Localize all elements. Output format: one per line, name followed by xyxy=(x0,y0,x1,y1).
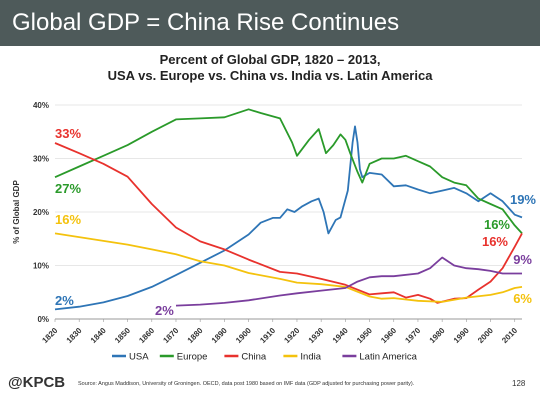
x-tick-label: 1890 xyxy=(210,326,229,345)
usa-start-label: 2% xyxy=(55,293,74,308)
x-tick-label: 1920 xyxy=(282,326,301,345)
x-tick-label: 1910 xyxy=(258,326,277,345)
x-tick-label: 1850 xyxy=(113,326,132,345)
legend-label: Latin America xyxy=(359,352,417,363)
latam-start-label: 2% xyxy=(155,303,174,318)
x-tick-label: 1860 xyxy=(137,326,156,345)
x-tick-label: 2000 xyxy=(476,326,495,345)
slide-title: Global GDP = China Rise Continues xyxy=(12,9,400,36)
latam-end-label: 9% xyxy=(513,252,532,267)
y-tick-label: 0% xyxy=(37,315,49,324)
series-line-latin-america xyxy=(175,256,522,307)
china-end-label: 16% xyxy=(482,234,508,249)
chart-subtitle: USA vs. Europe vs. China vs. India vs. L… xyxy=(107,68,433,83)
kpcb-logo: @KPCB xyxy=(8,374,66,391)
chart-title: Percent of Global GDP, 1820 – 2013, xyxy=(159,52,381,67)
x-tick-label: 1970 xyxy=(403,326,422,345)
x-tick-label: 1990 xyxy=(452,326,471,345)
page-number: 128 xyxy=(512,379,526,388)
x-tick-label: 1940 xyxy=(331,326,350,345)
y-axis-label: % of Global GDP xyxy=(12,180,21,244)
y-tick-label: 10% xyxy=(33,262,49,271)
x-tick-label: 1830 xyxy=(65,326,84,345)
china-start-label: 33% xyxy=(55,126,81,141)
x-tick-label: 1900 xyxy=(234,326,253,345)
chart-title-block: Percent of Global GDP, 1820 – 2013, USA … xyxy=(0,52,540,84)
source-note: Source: Angus Maddison, University of Gr… xyxy=(78,381,415,387)
europe-end-label: 16% xyxy=(484,217,510,232)
legend-label: USA xyxy=(129,352,149,363)
europe-start-label: 27% xyxy=(55,181,81,196)
slide-header: Global GDP = China Rise Continues xyxy=(0,0,540,46)
x-tick-label: 1840 xyxy=(89,326,108,345)
series-line-china xyxy=(54,142,523,304)
series-line-usa xyxy=(54,125,523,311)
legend-label: China xyxy=(241,352,267,363)
x-tick-label: 1960 xyxy=(379,326,398,345)
usa-end-label: 19% xyxy=(510,192,536,207)
y-tick-label: 20% xyxy=(33,208,49,217)
y-tick-label: 30% xyxy=(33,155,49,164)
india-start-label: 16% xyxy=(55,212,81,227)
x-tick-label: 1880 xyxy=(186,326,205,345)
x-tick-label: 1870 xyxy=(161,326,180,345)
x-tick-label: 1950 xyxy=(355,326,374,345)
x-tick-label: 1820 xyxy=(40,326,59,345)
india-end-label: 6% xyxy=(513,291,532,306)
x-tick-label: 1980 xyxy=(428,326,447,345)
series-line-india xyxy=(54,232,523,303)
legend-label: Europe xyxy=(177,352,208,363)
y-tick-label: 40% xyxy=(33,101,49,110)
x-tick-label: 1930 xyxy=(307,326,326,345)
x-tick-label: 2010 xyxy=(500,326,519,345)
legend-label: India xyxy=(300,352,321,363)
series-line-europe xyxy=(54,108,523,235)
